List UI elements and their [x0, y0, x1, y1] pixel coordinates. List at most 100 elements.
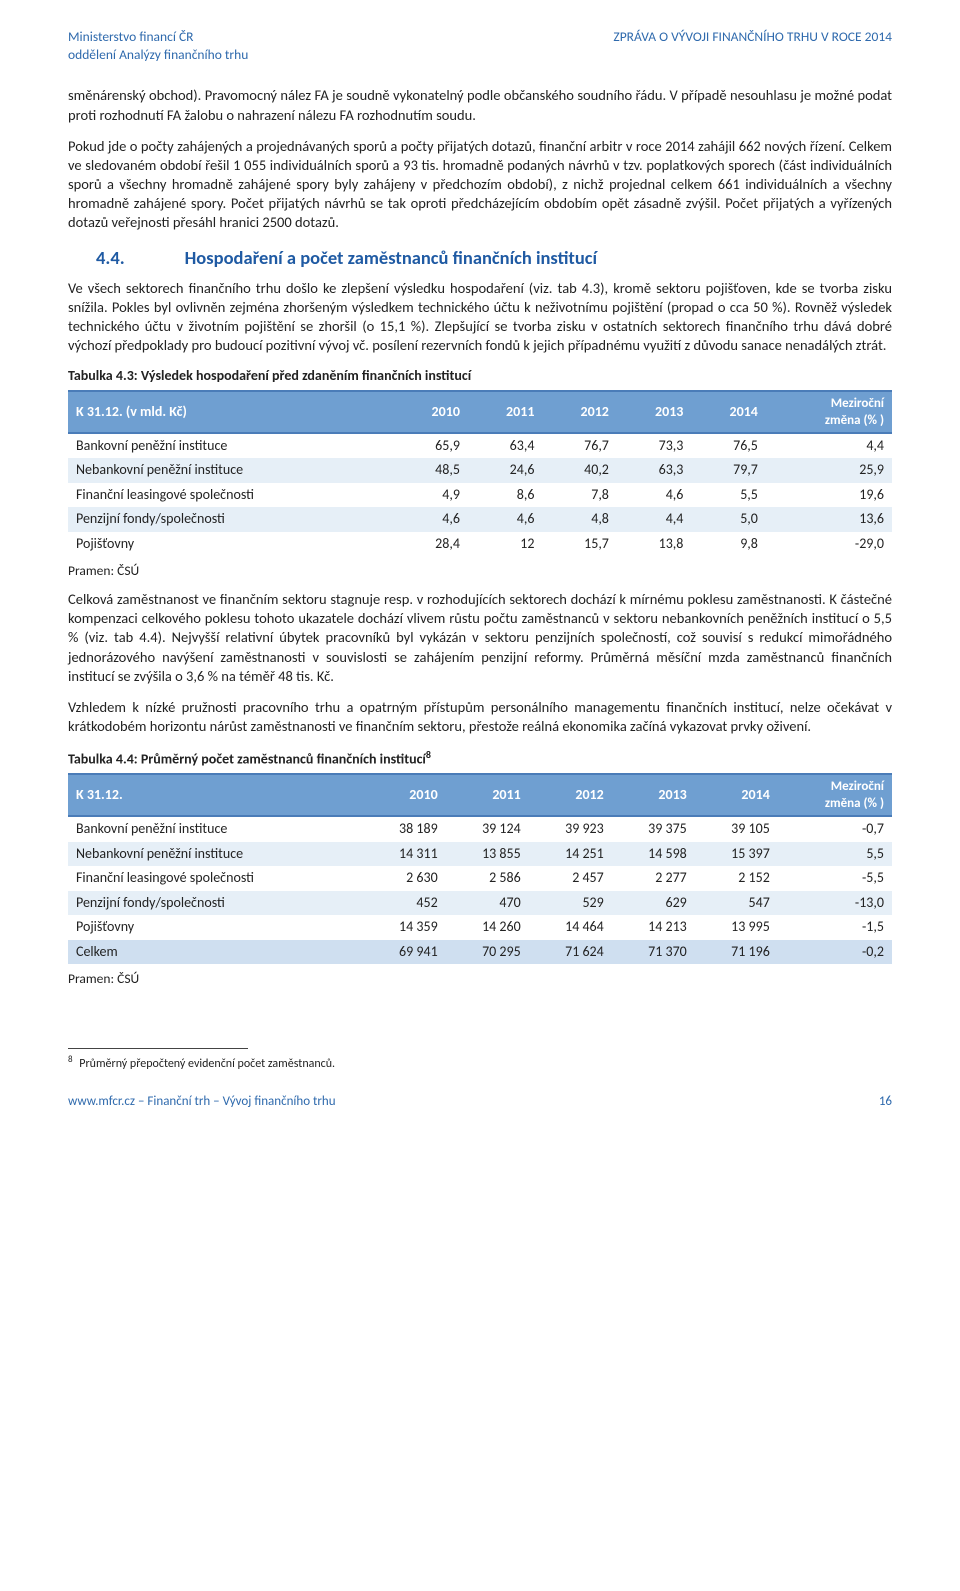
department-name: oddělení Analýzy finančního trhu	[68, 46, 248, 64]
table44-caption: Tabulka 4.4: Průměrný počet zaměstnanců …	[68, 748, 892, 769]
cell: 4,8	[542, 507, 616, 531]
table44-year-4: 2014	[695, 774, 778, 816]
cell: 71 370	[612, 940, 695, 964]
cell: 452	[363, 891, 446, 915]
cell: 63,4	[468, 433, 542, 458]
table43-year-1: 2011	[468, 391, 542, 433]
footnote-text: Průměrný přepočtený evidenční počet zamě…	[79, 1057, 335, 1071]
table43-change-l2: změna (% )	[774, 412, 884, 429]
cell: 2 457	[529, 866, 612, 890]
page-header: Ministerstvo financí ČR oddělení Analýzy…	[68, 28, 892, 64]
cell: 39 923	[529, 816, 612, 841]
cell: 5,0	[691, 507, 765, 531]
cell: 4,6	[393, 507, 467, 531]
cell: 79,7	[691, 458, 765, 482]
cell: Pojišťovny	[68, 915, 363, 939]
footer-left: www.mfcr.cz – Finanční trh – Vývoj finan…	[68, 1093, 336, 1110]
cell: Bankovní peněžní instituce	[68, 433, 393, 458]
cell: 2 152	[695, 866, 778, 890]
paragraph-5: Vzhledem k nízké pružnosti pracovního tr…	[68, 698, 892, 736]
table44-head-label: K 31.12.	[68, 774, 363, 816]
section-heading: 4.4. Hospodaření a počet zaměstnanců fin…	[68, 246, 892, 270]
cell: 8,6	[468, 483, 542, 507]
cell: 76,5	[691, 433, 765, 458]
cell: 4,6	[617, 483, 691, 507]
table43-change-head: Meziroční změna (% )	[766, 391, 892, 433]
header-left: Ministerstvo financí ČR oddělení Analýzy…	[68, 28, 248, 64]
cell: Celkem	[68, 940, 363, 964]
cell: 14 260	[446, 915, 529, 939]
cell: 14 598	[612, 842, 695, 866]
cell: -5,5	[778, 866, 892, 890]
table43-head-label: K 31.12. (v mld. Kč)	[68, 391, 393, 433]
table44-head-row: K 31.12. 2010 2011 2012 2013 2014 Meziro…	[68, 774, 892, 816]
table43-source: Pramen: ČSÚ	[68, 562, 892, 580]
cell: 40,2	[542, 458, 616, 482]
cell: 7,8	[542, 483, 616, 507]
cell: 19,6	[766, 483, 892, 507]
table43-year-4: 2014	[691, 391, 765, 433]
cell: 28,4	[393, 532, 467, 556]
cell: 38 189	[363, 816, 446, 841]
cell: 25,9	[766, 458, 892, 482]
cell: -29,0	[766, 532, 892, 556]
cell: 71 624	[529, 940, 612, 964]
table-row: Penzijní fondy/společnosti 4,6 4,6 4,8 4…	[68, 507, 892, 531]
paragraph-4: Celková zaměstnanost ve finančním sektor…	[68, 590, 892, 686]
table43: K 31.12. (v mld. Kč) 2010 2011 2012 2013…	[68, 390, 892, 557]
paragraph-2: Pokud jde o počty zahájených a projednáv…	[68, 137, 892, 233]
ministry-name: Ministerstvo financí ČR	[68, 28, 248, 46]
cell: 24,6	[468, 458, 542, 482]
table-row: Nebankovní peněžní instituce 48,5 24,6 4…	[68, 458, 892, 482]
table44-caption-text: Tabulka 4.4: Průměrný počet zaměstnanců …	[68, 751, 426, 768]
table44-year-0: 2010	[363, 774, 446, 816]
cell: 529	[529, 891, 612, 915]
cell: 14 311	[363, 842, 446, 866]
cell: 63,3	[617, 458, 691, 482]
table-row: Penzijní fondy/společnosti 452 470 529 6…	[68, 891, 892, 915]
table43-change-l1: Meziroční	[774, 395, 884, 412]
cell: 69 941	[363, 940, 446, 964]
cell: -0,7	[778, 816, 892, 841]
section-number: 4.4.	[68, 246, 125, 270]
table44-year-2: 2012	[529, 774, 612, 816]
cell: Finanční leasingové společnosti	[68, 483, 393, 507]
cell: 5,5	[691, 483, 765, 507]
cell: 9,8	[691, 532, 765, 556]
cell: 13 855	[446, 842, 529, 866]
cell: 547	[695, 891, 778, 915]
paragraph-1: směnárenský obchod). Pravomocný nález FA…	[68, 86, 892, 124]
cell: -1,5	[778, 915, 892, 939]
table44-change-l2: změna (% )	[786, 795, 884, 812]
cell: Bankovní peněžní instituce	[68, 816, 363, 841]
cell: 470	[446, 891, 529, 915]
cell: 13,6	[766, 507, 892, 531]
table44-total-row: Celkem 69 941 70 295 71 624 71 370 71 19…	[68, 940, 892, 964]
table43-year-3: 2013	[617, 391, 691, 433]
footnote: 8 Průměrný přepočtený evidenční počet za…	[68, 1055, 892, 1071]
header-right: ZPRÁVA O VÝVOJI FINANČNÍHO TRHU V ROCE 2…	[613, 28, 892, 64]
cell: Penzijní fondy/společnosti	[68, 507, 393, 531]
table43-body: Bankovní peněžní instituce 65,9 63,4 76,…	[68, 433, 892, 556]
footnote-rule	[68, 1048, 248, 1049]
cell: 13 995	[695, 915, 778, 939]
cell: 70 295	[446, 940, 529, 964]
footnote-marker-icon: 8	[426, 748, 431, 761]
cell: 39 375	[612, 816, 695, 841]
cell: Nebankovní peněžní instituce	[68, 458, 393, 482]
cell: Nebankovní peněžní instituce	[68, 842, 363, 866]
cell: 4,6	[468, 507, 542, 531]
cell: Finanční leasingové společnosti	[68, 866, 363, 890]
cell: -13,0	[778, 891, 892, 915]
table43-head-row: K 31.12. (v mld. Kč) 2010 2011 2012 2013…	[68, 391, 892, 433]
cell: 4,4	[617, 507, 691, 531]
cell: 14 213	[612, 915, 695, 939]
cell: 14 359	[363, 915, 446, 939]
cell: 4,9	[393, 483, 467, 507]
table-row: Bankovní peněžní instituce 65,9 63,4 76,…	[68, 433, 892, 458]
cell: 73,3	[617, 433, 691, 458]
cell: 12	[468, 532, 542, 556]
table44-change-l1: Meziroční	[786, 778, 884, 795]
cell: 65,9	[393, 433, 467, 458]
table44: K 31.12. 2010 2011 2012 2013 2014 Meziro…	[68, 773, 892, 964]
